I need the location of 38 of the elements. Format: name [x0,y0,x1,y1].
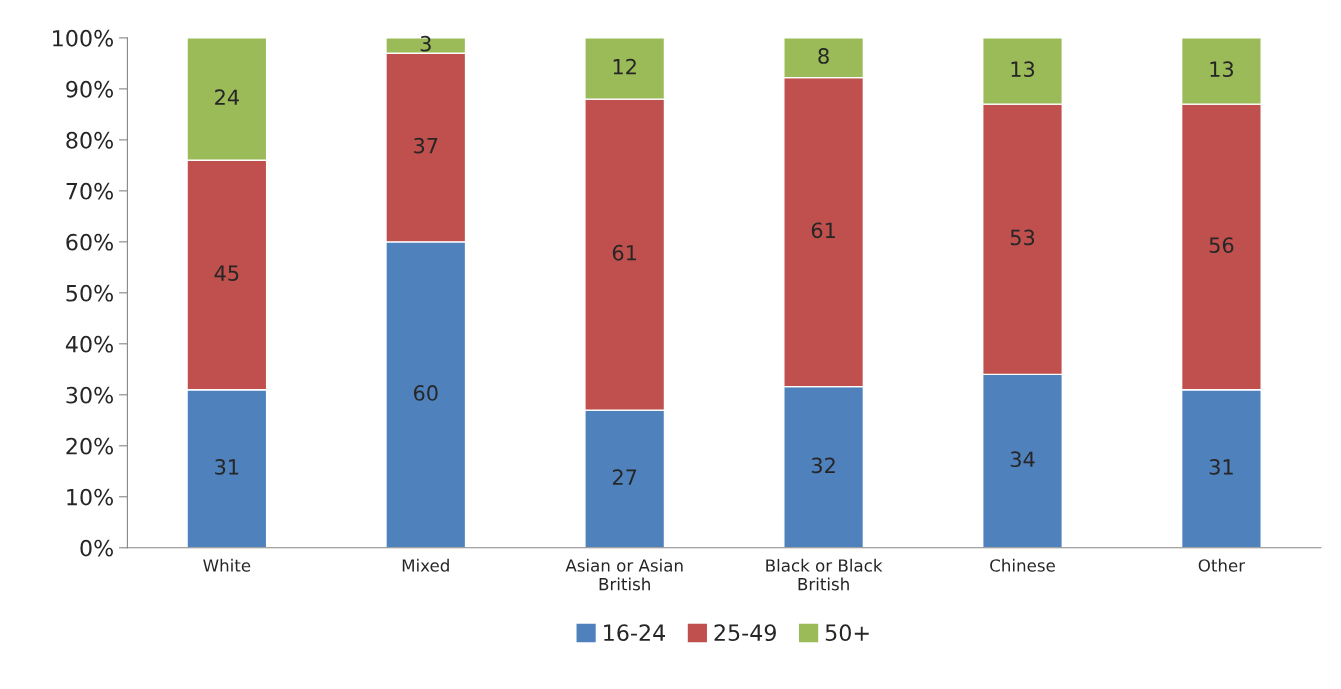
data-label: 53 [1010,229,1035,246]
x-tick-label: Asian or Asian British [565,558,683,591]
y-tick-label: 50% [66,284,113,302]
y-tick-label: 0% [80,539,113,557]
y-tick-label: 30% [66,386,113,404]
data-label: 8 [818,48,829,64]
y-tick-label: 40% [65,335,113,353]
data-label: 31 [1209,459,1233,475]
data-label: 45 [214,265,239,282]
data-label: 61 [612,244,637,261]
y-tick-label: 60% [66,233,113,251]
legend-label: 16-24 [604,624,665,642]
legend-label: 50+ [825,624,869,642]
data-label: 32 [811,457,835,474]
data-label: 3 [420,35,431,52]
data-label: 12 [613,58,636,75]
y-tick-label: 20% [66,437,113,455]
data-label: 56 [1209,237,1234,253]
data-label: 61 [811,222,835,239]
legend-label: 25-49 [714,624,776,642]
data-label: 60 [413,385,438,401]
data-label: 34 [1010,451,1035,468]
data-label: 37 [414,137,438,154]
data-label: 31 [215,459,239,475]
x-tick-label: Chinese [990,558,1055,572]
y-tick-label: 90% [66,80,113,98]
data-label: 27 [612,469,637,485]
y-tick-label: 70% [66,182,113,200]
y-tick-label: 80% [66,131,113,149]
x-tick-label: Mixed [402,558,449,572]
y-tick-label: 10% [67,488,113,506]
x-tick-label: Other [1198,558,1246,572]
data-label: 13 [1011,61,1035,78]
y-tick-label: 100% [53,29,113,47]
x-tick-label: White [203,558,251,572]
x-tick-label: Black or Black British [766,558,883,591]
data-label: 24 [215,89,239,105]
data-label: 13 [1210,61,1234,78]
